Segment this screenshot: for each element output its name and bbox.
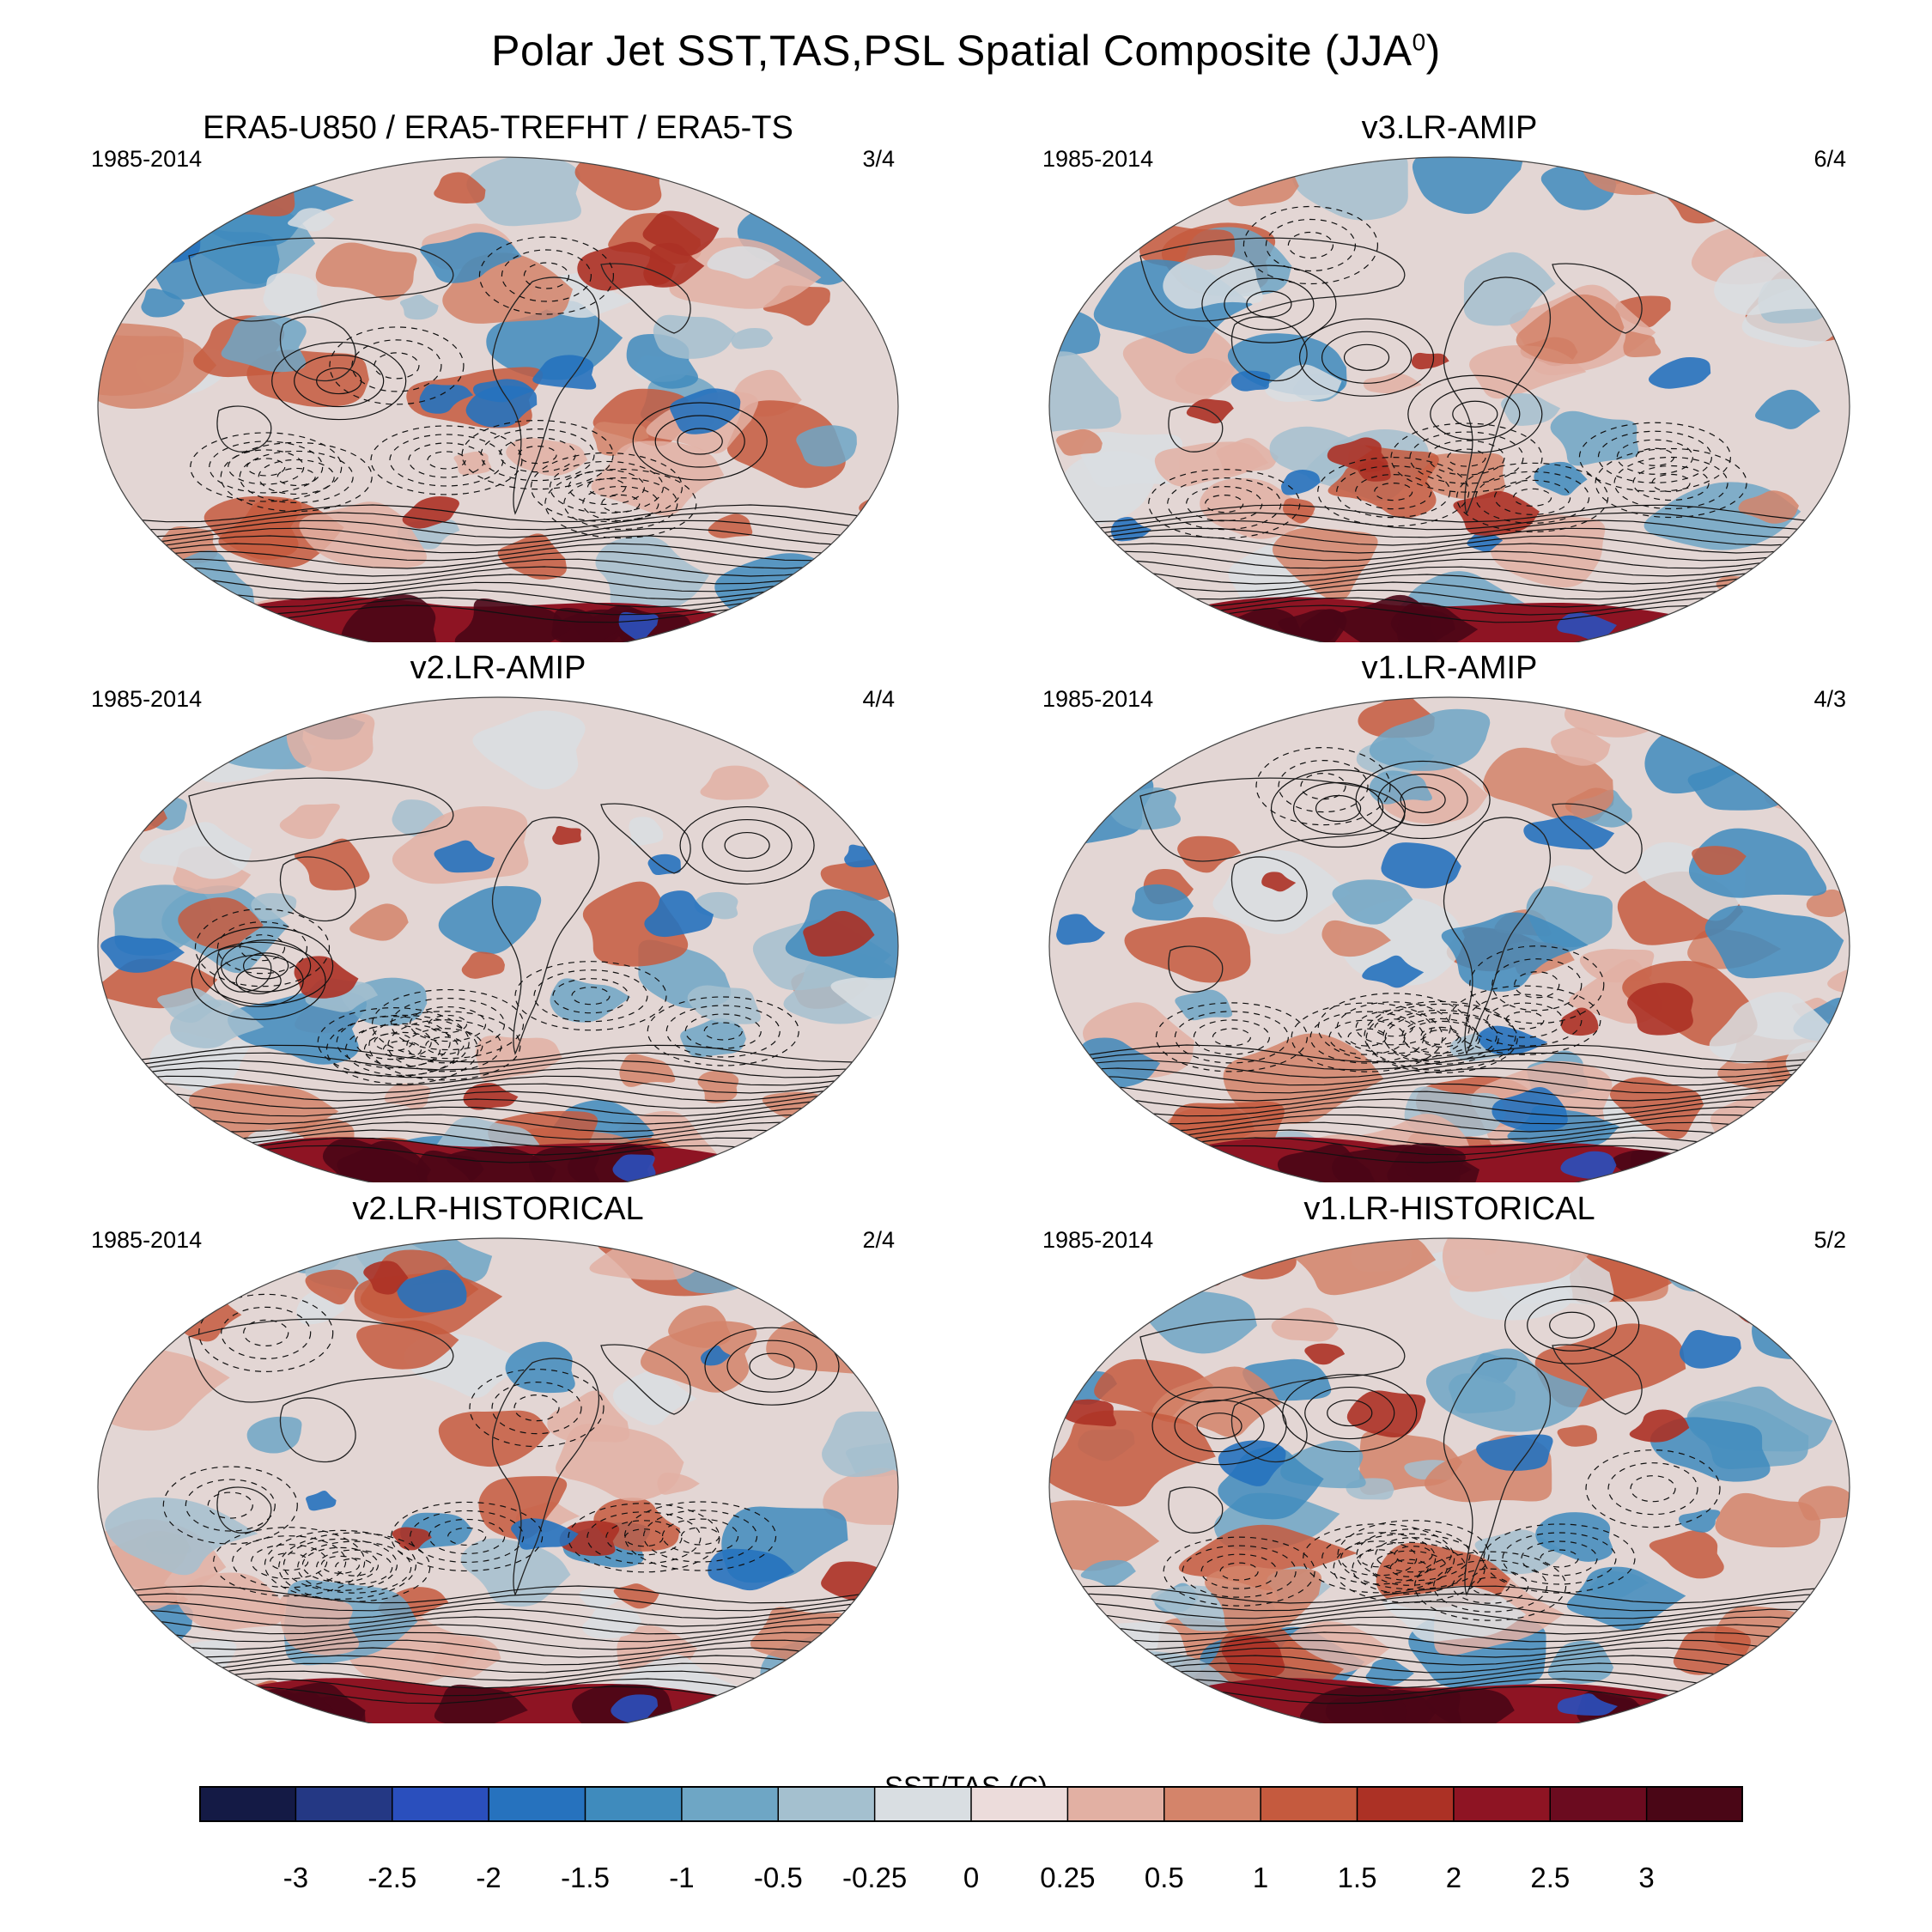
colorbar-swatch <box>681 1786 779 1822</box>
colorbar-tick: -2 <box>476 1862 501 1893</box>
panel-period: 1985-2014 <box>1042 1227 1154 1253</box>
map-figure <box>1048 696 1850 1182</box>
colorbar-tick: -0.25 <box>841 1862 908 1893</box>
colorbar-tick: 0 <box>963 1862 980 1893</box>
colorbar-swatch <box>489 1786 586 1822</box>
colorbar-swatch <box>1357 1786 1455 1822</box>
colorbar-swatch <box>971 1786 1068 1822</box>
panel-title: v1.LR-AMIP <box>1361 650 1538 686</box>
panel-ratio: 3/4 <box>862 146 895 172</box>
map-panel: ERA5-U850 / ERA5-TREFHT / ERA5-TS 1985-20… <box>86 110 910 642</box>
colorbar-tick: 0.25 <box>1040 1862 1096 1893</box>
map-figure <box>97 156 899 642</box>
colorbar-swatch <box>585 1786 683 1822</box>
panel-title: v2.LR-HISTORICAL <box>352 1191 644 1227</box>
panel-period: 1985-2014 <box>1042 686 1154 712</box>
map-panel: v1.LR-AMIP 1985-2014 4/3 <box>1037 650 1862 1182</box>
colorbar-tick: -3 <box>283 1862 309 1893</box>
colorbar-swatch <box>392 1786 489 1822</box>
colorbar-tick: 2 <box>1445 1862 1462 1893</box>
panel-period: 1985-2014 <box>91 146 203 172</box>
panel-ratio: 6/4 <box>1814 146 1846 172</box>
colorbar-tick: 1 <box>1252 1862 1269 1893</box>
map-panel: v2.LR-AMIP 1985-2014 4/4 <box>86 650 910 1182</box>
colorbar-swatch <box>874 1786 972 1822</box>
panel-ratio: 2/4 <box>862 1227 895 1253</box>
colorbar-swatch <box>1163 1786 1261 1822</box>
panel-period: 1985-2014 <box>1042 146 1154 172</box>
colorbar-swatch <box>295 1786 393 1822</box>
figure-title: Polar Jet SST,TAS,PSL Spatial Composite … <box>491 27 1441 75</box>
map-panel: v1.LR-HISTORICAL 1985-2014 5/2 <box>1037 1191 1862 1723</box>
colorbar-swatch <box>1550 1786 1648 1822</box>
colorbar-swatch <box>778 1786 876 1822</box>
panel-title: v2.LR-AMIP <box>410 650 586 686</box>
colorbar-tick: 1.5 <box>1337 1862 1377 1893</box>
map-figure <box>1048 156 1850 642</box>
panel-title: v3.LR-AMIP <box>1361 110 1538 146</box>
panel-title: ERA5-U850 / ERA5-TREFHT / ERA5-TS <box>203 110 793 146</box>
colorbar-swatch <box>1261 1786 1358 1822</box>
colorbar-swatch <box>1453 1786 1551 1822</box>
map-figure <box>97 696 899 1182</box>
map-figure <box>97 1237 899 1723</box>
colorbar-swatch <box>1067 1786 1165 1822</box>
map-figure <box>1048 1237 1850 1723</box>
colorbar-tick: -1 <box>669 1862 695 1893</box>
colorbar-tick: -2.5 <box>368 1862 417 1893</box>
colorbar-swatch <box>199 1786 296 1822</box>
map-panel: v3.LR-AMIP 1985-2014 6/4 <box>1037 110 1862 642</box>
colorbar-swatch <box>1646 1786 1743 1822</box>
panel-period: 1985-2014 <box>91 1227 203 1253</box>
panel-ratio: 4/4 <box>862 686 895 712</box>
panel-title: v1.LR-HISTORICAL <box>1303 1191 1595 1227</box>
colorbar-tick: 2.5 <box>1530 1862 1571 1893</box>
panel-period: 1985-2014 <box>91 686 203 712</box>
colorbar-tick: 3 <box>1638 1862 1655 1893</box>
colorbar-tick: 0.5 <box>1144 1862 1184 1893</box>
colorbar <box>199 1786 1743 1822</box>
panel-ratio: 5/2 <box>1814 1227 1846 1253</box>
colorbar-tick: -0.5 <box>753 1862 803 1893</box>
panel-ratio: 4/3 <box>1814 686 1846 712</box>
colorbar-tick: -1.5 <box>561 1862 610 1893</box>
map-panel: v2.LR-HISTORICAL 1985-2014 2/4 <box>86 1191 910 1723</box>
